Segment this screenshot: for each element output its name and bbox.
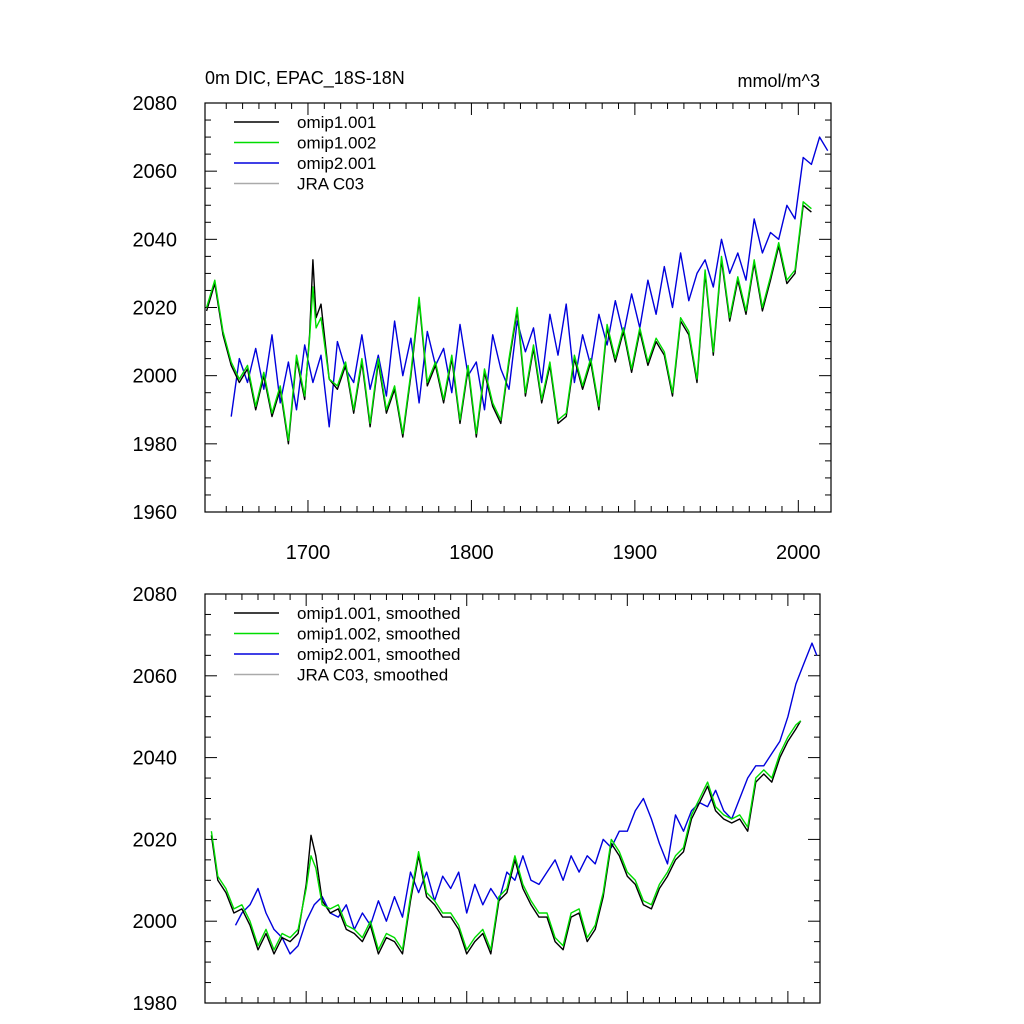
legend-label: omip1.002, smoothed — [297, 625, 461, 644]
legend: omip1.001, smoothed omip1.002, smoothedom… — [234, 604, 461, 685]
series-line-1 — [205, 201, 812, 442]
y-tick-label: 2080 — [133, 584, 178, 606]
y-tick-label: 2080 — [133, 93, 178, 115]
y-tick-label: 2040 — [133, 748, 178, 770]
y-tick-label: 2020 — [133, 829, 178, 851]
plot-title: 0m DIC, EPAC_18S-18N — [205, 68, 405, 89]
legend-label: JRA C03 — [297, 175, 364, 194]
top-panel: 0m DIC, EPAC_18S-18N mmol/m^3 1960 1980 20… — [133, 68, 832, 564]
x-tick-label: 1700 — [286, 542, 331, 564]
series-line-2 — [230, 136, 829, 428]
legend-label: omip2.001 — [297, 154, 376, 173]
y-tick-label: 2000 — [133, 366, 178, 388]
x-tick-label: 1900 — [613, 542, 658, 564]
plot-frame — [204, 593, 821, 1004]
series-line-2 — [234, 642, 818, 955]
legend-label: omip1.001 — [297, 113, 376, 132]
x-tick-label: 2000 — [776, 542, 821, 564]
y-tick-label: 2000 — [133, 911, 178, 933]
units-label: mmol/m^3 — [738, 71, 820, 91]
legend-label: omip1.001, smoothed — [297, 604, 461, 623]
y-tick-label: 2020 — [133, 298, 178, 320]
y-tick-label: 1980 — [133, 993, 178, 1015]
y-tick-label: 2060 — [133, 666, 178, 688]
legend-label: omip2.001, smoothed — [297, 645, 461, 664]
series-line-0 — [210, 720, 802, 955]
plot-frame — [204, 102, 832, 513]
legend-label: omip1.002 — [297, 134, 376, 153]
y-tick-label: 2060 — [133, 161, 178, 183]
y-tick-label: 1980 — [133, 434, 178, 456]
y-tick-label: 2040 — [133, 229, 178, 251]
series-line-1 — [210, 720, 802, 951]
bottom-panel: 1980 2000 2020 2040 2060 2080 omip1.001, smoo… — [133, 584, 821, 1015]
x-tick-label: 1800 — [449, 542, 494, 564]
y-tick-label: 1960 — [133, 502, 178, 524]
legend-label: JRA C03, smoothed — [297, 666, 448, 685]
